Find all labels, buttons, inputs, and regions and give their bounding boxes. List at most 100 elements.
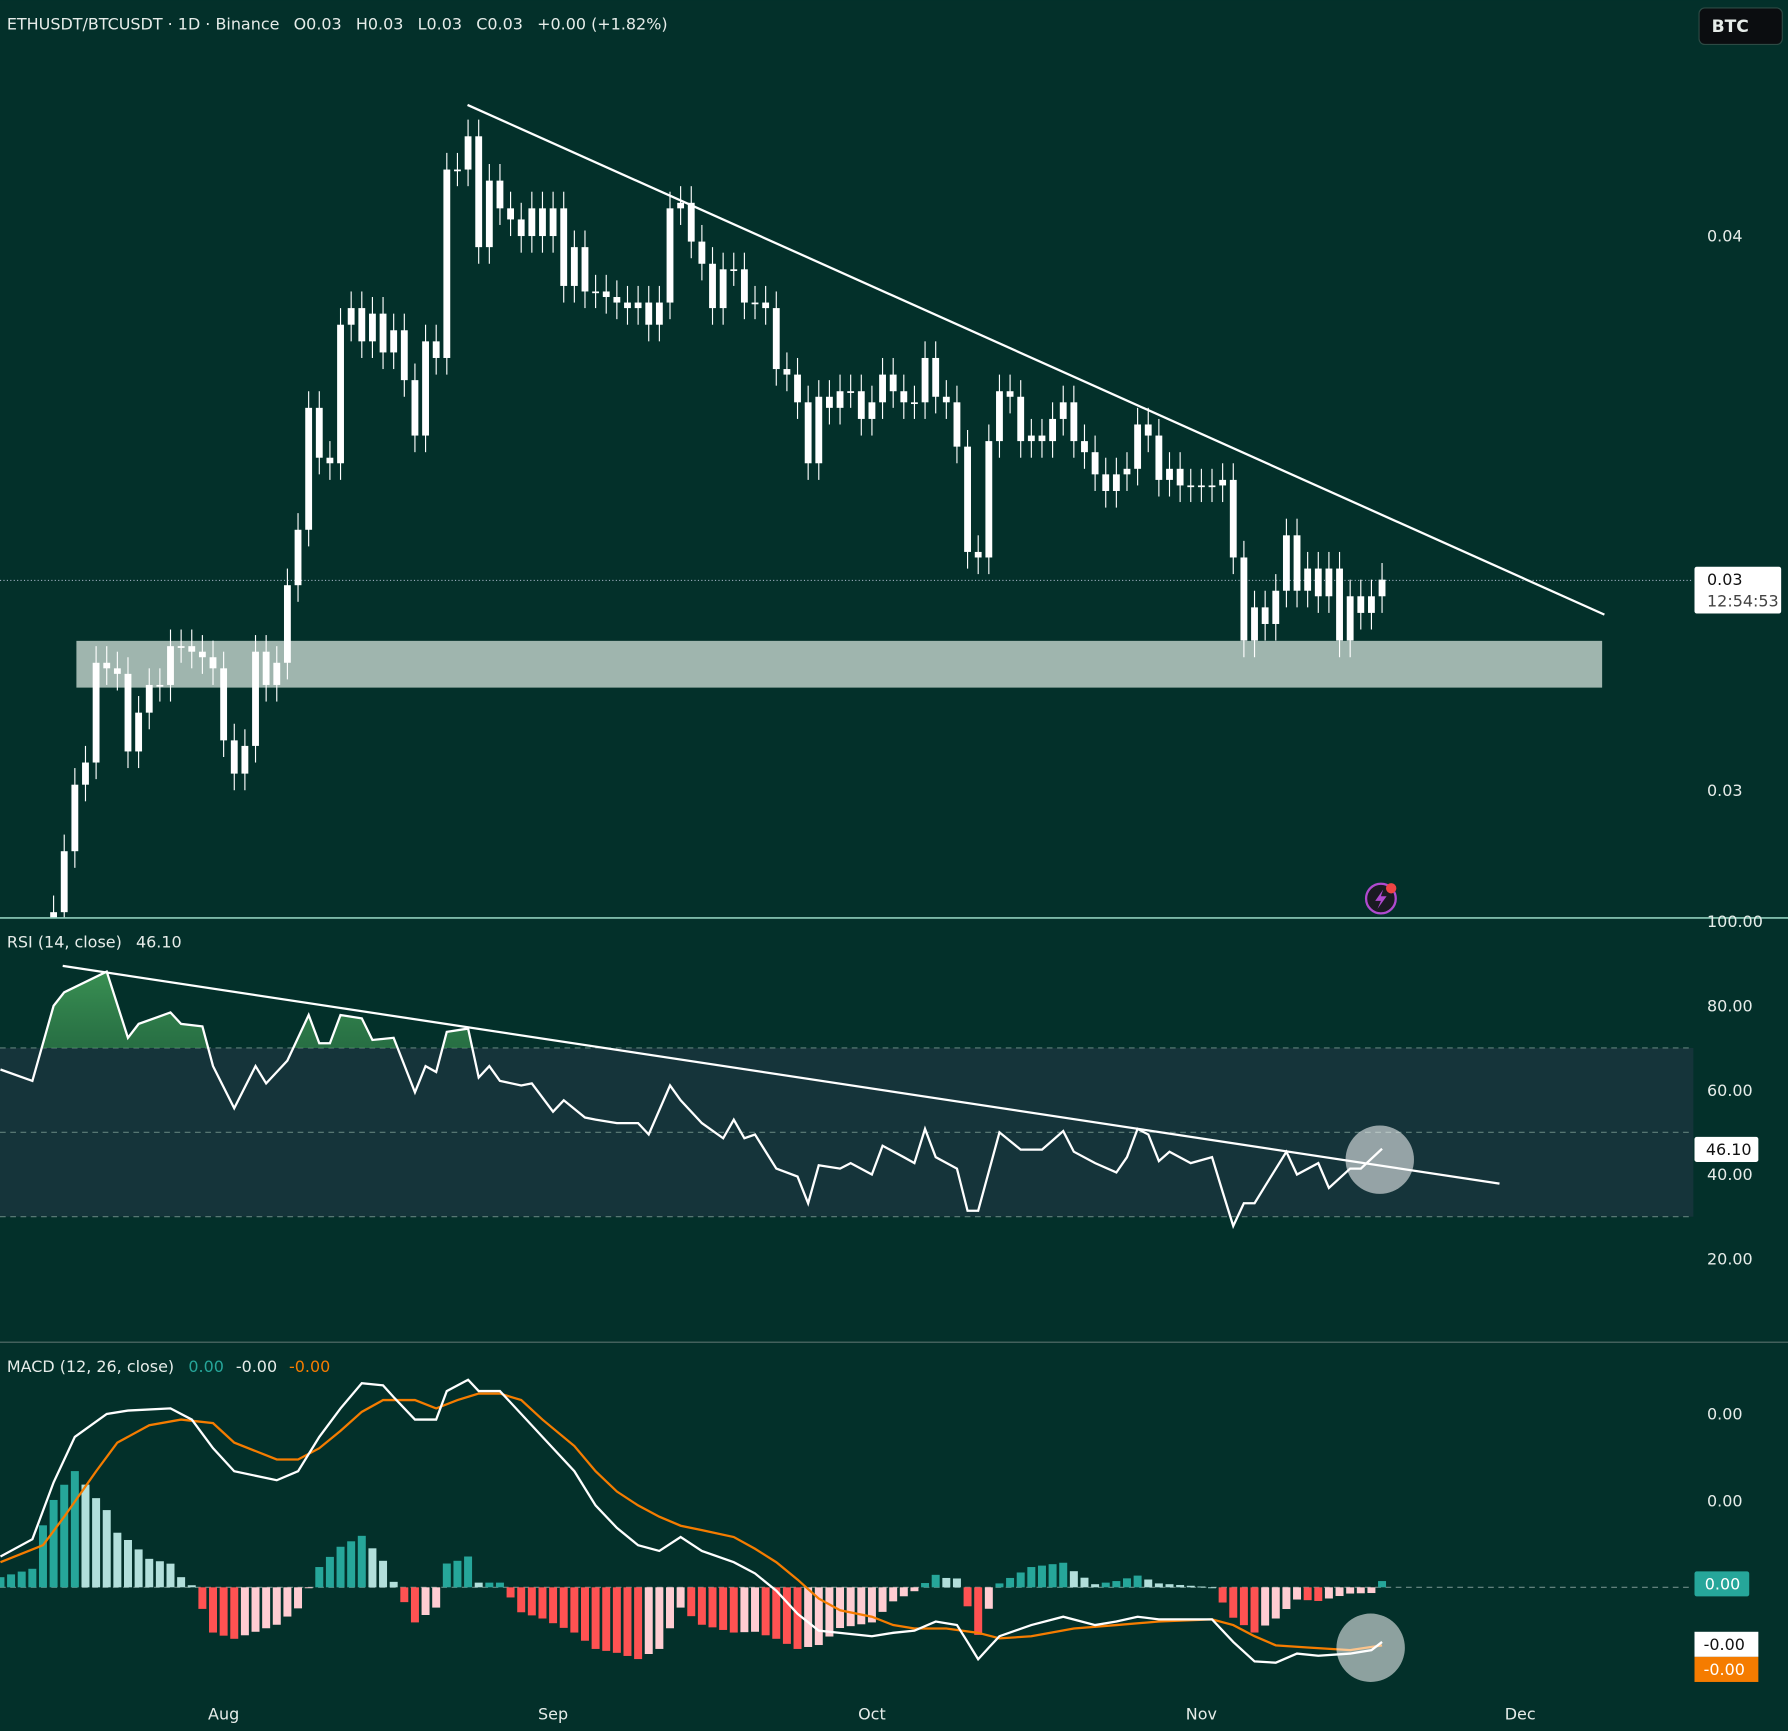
candle-body <box>358 308 366 342</box>
histogram-bar <box>453 1560 462 1588</box>
candle-body <box>177 646 185 648</box>
rsi-value-tag: 46.10 <box>1694 1136 1759 1162</box>
macd-signal-line[interactable] <box>0 1392 1383 1652</box>
support-zone[interactable] <box>76 640 1603 688</box>
histogram-bar <box>1016 1572 1025 1588</box>
histogram-bar <box>910 1587 919 1592</box>
histogram-bar <box>793 1587 802 1649</box>
lightning-alert-icon[interactable] <box>1364 882 1397 915</box>
histogram-bar <box>1335 1587 1344 1597</box>
histogram-bar <box>708 1587 717 1628</box>
histogram-bar <box>591 1587 600 1649</box>
histogram-bar <box>1229 1587 1238 1618</box>
macd-histogram <box>0 1471 1387 1660</box>
candle-body <box>156 684 164 687</box>
histogram-bar <box>421 1587 430 1616</box>
candle-body <box>1282 535 1290 591</box>
candle-body <box>1251 607 1258 641</box>
histogram-bar <box>1122 1578 1131 1588</box>
candle-body <box>454 169 461 172</box>
histogram-bar <box>1144 1579 1153 1588</box>
histogram-bar <box>602 1587 611 1651</box>
histogram-bar <box>772 1587 781 1639</box>
time-axis[interactable]: Aug Sep Oct Nov Dec <box>208 1705 1536 1724</box>
candle-body <box>1166 468 1173 480</box>
candle-body <box>220 668 228 741</box>
candle-body <box>230 740 238 774</box>
histogram-bar <box>145 1558 154 1588</box>
histogram-bar <box>1293 1587 1302 1600</box>
candle-body <box>698 241 706 264</box>
candle-body <box>337 324 344 464</box>
candle-body <box>507 208 515 220</box>
histogram-bar <box>1133 1575 1142 1588</box>
histogram-bar <box>357 1535 366 1588</box>
histogram-bar <box>251 1587 260 1632</box>
rsi-title: RSI (14, close) <box>7 933 122 952</box>
rsi-axis[interactable]: 100.00 80.00 60.00 40.00 20.00 <box>1707 912 1763 1269</box>
candle-body <box>1091 452 1099 475</box>
histogram-bar <box>38 1525 47 1588</box>
histogram-bar <box>1080 1577 1089 1588</box>
macd-axis[interactable]: 0.00 0.00 <box>1707 1405 1743 1511</box>
candle-body <box>730 269 738 272</box>
histogram-bar <box>942 1577 951 1588</box>
histogram-bar <box>1037 1565 1046 1588</box>
candle-body <box>921 357 929 403</box>
histogram-bar <box>28 1568 37 1588</box>
rsi-line[interactable] <box>0 969 1383 1230</box>
candle-body <box>82 762 89 785</box>
macd-tag <box>1694 1631 1759 1657</box>
macd-line[interactable] <box>0 1378 1383 1664</box>
candle-body <box>188 646 196 652</box>
candle-body <box>772 308 780 370</box>
histogram-bar <box>410 1587 419 1623</box>
candle-body <box>1017 396 1025 442</box>
candle-body <box>1038 435 1046 442</box>
open-value: O0.03 <box>294 15 342 34</box>
histogram-bar <box>60 1484 69 1588</box>
candle-body <box>432 341 440 358</box>
candle-body <box>900 391 908 403</box>
histogram-bar <box>70 1471 79 1588</box>
rsi-trendline[interactable] <box>62 964 1500 1185</box>
histogram-bar <box>729 1587 738 1633</box>
histogram-bar <box>1059 1562 1068 1588</box>
histogram-bar <box>1378 1581 1387 1588</box>
currency-button[interactable]: BTC <box>1698 7 1783 46</box>
candle-body <box>794 374 801 403</box>
histogram-bar <box>464 1556 473 1588</box>
histogram-bar <box>379 1560 388 1588</box>
histogram-bar <box>336 1546 345 1588</box>
candle-body <box>1272 590 1280 624</box>
histogram-bar <box>1027 1567 1036 1588</box>
histogram-bar <box>368 1548 377 1588</box>
candle-body <box>911 402 918 405</box>
time-tick-label: Aug <box>208 1705 239 1724</box>
histogram-bar <box>134 1549 143 1588</box>
histogram-bar <box>634 1587 643 1660</box>
low-value: L0.03 <box>418 15 462 34</box>
macd-signal-value: -0.00 <box>289 1357 330 1376</box>
countdown-label: 12:54:53 <box>1707 592 1779 611</box>
candle-body <box>1314 568 1322 597</box>
histogram-bar <box>325 1556 334 1588</box>
candle-body <box>1378 579 1386 597</box>
candle-body <box>1357 596 1365 613</box>
rsi-tick-label: 80.00 <box>1707 996 1753 1015</box>
candle-body <box>92 662 100 763</box>
price-trendline[interactable] <box>467 103 1605 616</box>
histogram-bar <box>1197 1586 1206 1588</box>
candle-body <box>1208 485 1216 488</box>
candle-body <box>315 407 323 458</box>
candle-body <box>815 396 823 464</box>
macd-value: -0.00 <box>236 1357 277 1376</box>
candle-body <box>932 357 940 397</box>
candle-body <box>581 247 589 292</box>
rsi-value: 46.10 <box>136 933 182 952</box>
candle-body <box>1261 607 1269 624</box>
price-axis[interactable]: 0.04 0.03 <box>1707 227 1743 800</box>
histogram-bar <box>836 1587 845 1629</box>
histogram-bar <box>506 1587 515 1598</box>
